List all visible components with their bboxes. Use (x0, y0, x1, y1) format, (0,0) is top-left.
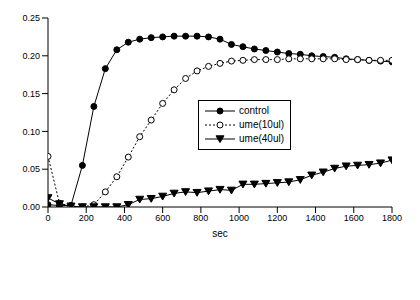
svg-text:0.05: 0.05 (22, 164, 40, 174)
svg-text:0: 0 (45, 213, 50, 223)
html-text:ume(40ul): ume(40ul) (239, 133, 284, 144)
svg-text:200: 200 (79, 213, 94, 223)
svg-text:600: 600 (155, 213, 170, 223)
svg-text:sec: sec (212, 228, 228, 239)
svg-text:0.00: 0.00 (22, 202, 40, 212)
svg-text:800: 800 (193, 213, 208, 223)
svg-text:1600: 1600 (344, 213, 364, 223)
svg-text:0.10: 0.10 (22, 127, 40, 137)
svg-text:1200: 1200 (267, 213, 287, 223)
svg-text:1800: 1800 (382, 213, 402, 223)
svg-text:0.25: 0.25 (22, 13, 40, 23)
html-text:control: control (239, 105, 269, 116)
svg-text:400: 400 (117, 213, 132, 223)
svg-text:1400: 1400 (306, 213, 326, 223)
html-text:ume(10ul): ume(10ul) (239, 119, 284, 130)
svg-text:0.15: 0.15 (22, 89, 40, 99)
svg-text:1000: 1000 (229, 213, 249, 223)
svg-text:0.20: 0.20 (22, 51, 40, 61)
